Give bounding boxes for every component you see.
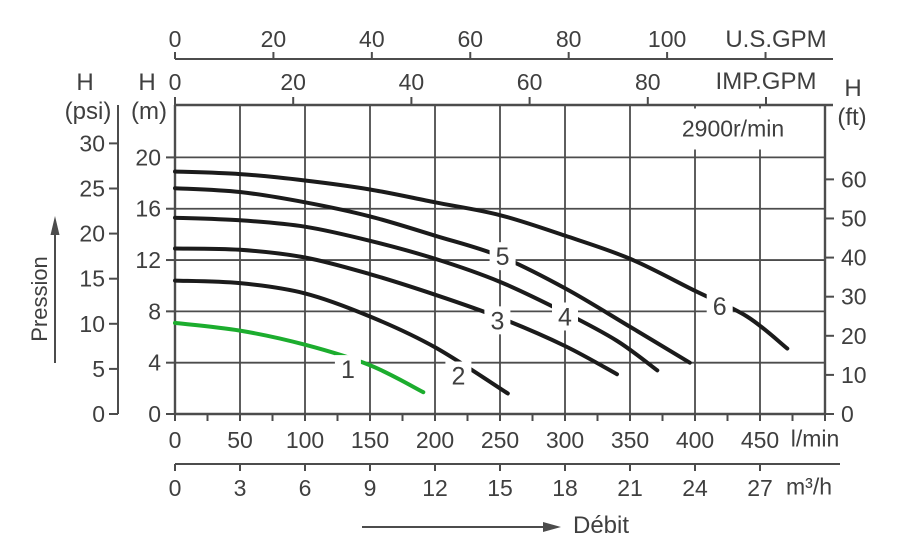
curve-5-label: 5 bbox=[496, 243, 510, 271]
curve-5-label-halo bbox=[489, 242, 516, 271]
m3h-tick-label: 0 bbox=[169, 475, 182, 501]
speed-annotation: 2900r/min bbox=[658, 108, 808, 150]
lmin-tick-label: 200 bbox=[416, 427, 454, 453]
m3h-tick-label: 12 bbox=[422, 475, 448, 501]
lmin-tick-label: 50 bbox=[227, 427, 253, 453]
lmin-tick-label: 400 bbox=[676, 427, 714, 453]
psi-tick-label: 0 bbox=[92, 401, 105, 427]
m3h-tick-label: 18 bbox=[552, 475, 578, 501]
curve-3-path bbox=[173, 246, 619, 377]
psi-tick-label: 25 bbox=[79, 175, 105, 201]
ft-tick-label: 40 bbox=[841, 245, 867, 271]
lmin-tick-label: 150 bbox=[351, 427, 389, 453]
curve-1-label-halo bbox=[334, 355, 361, 384]
curve-3-label: 3 bbox=[490, 307, 504, 335]
ft-tick-label: 60 bbox=[841, 166, 867, 192]
psi-tick-label: 15 bbox=[79, 266, 105, 292]
us-gpm-tick-label: 60 bbox=[457, 26, 483, 52]
x-axis-title-debit: Débit bbox=[572, 512, 630, 539]
curve-2-path bbox=[173, 278, 510, 396]
ft-tick-label: 50 bbox=[841, 205, 867, 231]
curve-6-path bbox=[173, 169, 790, 351]
us-gpm-tick-label: 20 bbox=[261, 26, 287, 52]
m3h-tick-label: 27 bbox=[747, 475, 773, 501]
lmin-unit-label: l/min bbox=[790, 425, 840, 452]
curve-2-label: 2 bbox=[451, 363, 465, 391]
us-gpm-tick-label: 80 bbox=[556, 26, 582, 52]
m3h-tick-label: 3 bbox=[234, 475, 247, 501]
us-gpm-tick-label: 100 bbox=[648, 26, 686, 52]
m-tick-label: 8 bbox=[148, 298, 161, 324]
psi-tick-label: 10 bbox=[79, 311, 105, 337]
psi-unit-label: (psi) bbox=[64, 98, 112, 125]
ft-unit-label: (ft) bbox=[837, 104, 867, 131]
curve-6-label: 6 bbox=[713, 293, 727, 321]
ft-tick-label: 30 bbox=[841, 284, 867, 310]
curve-3-label-halo bbox=[484, 306, 511, 335]
m3h-unit-label: m³/h bbox=[786, 473, 832, 500]
m3h-tick-label: 24 bbox=[682, 475, 708, 501]
curve-4-label-halo bbox=[552, 302, 578, 331]
ft-tick-label: 0 bbox=[841, 401, 854, 427]
m-tick-label: 20 bbox=[135, 144, 161, 170]
imp-gpm-tick-label: 40 bbox=[399, 69, 425, 95]
curve-1-path bbox=[173, 320, 426, 395]
lmin-tick-label: 300 bbox=[546, 427, 584, 453]
lmin-tick-label: 0 bbox=[169, 427, 182, 453]
imp-gpm-tick-label: 20 bbox=[280, 69, 306, 95]
ft-tick-label: 10 bbox=[841, 362, 867, 388]
curve-2-label-halo bbox=[445, 361, 472, 390]
lmin-tick-label: 450 bbox=[741, 427, 779, 453]
curve-5-path bbox=[173, 186, 692, 365]
m3h-tick-label: 6 bbox=[299, 475, 312, 501]
m-tick-label: 12 bbox=[135, 247, 161, 273]
us-gpm-tick-label: 40 bbox=[359, 26, 385, 52]
y-axis-title-pression: Pression bbox=[27, 256, 52, 342]
head-m-header: H bbox=[138, 69, 156, 96]
curve-6-label-halo bbox=[706, 292, 733, 321]
lmin-tick-label: 350 bbox=[611, 427, 649, 453]
psi-tick-label: 5 bbox=[92, 356, 105, 382]
us-gpm-tick-label: 0 bbox=[169, 26, 182, 52]
head-ft-header: H bbox=[844, 75, 862, 102]
lmin-tick-label: 250 bbox=[481, 427, 519, 453]
ft-tick-label: 20 bbox=[841, 323, 867, 349]
m3h-tick-label: 15 bbox=[487, 475, 513, 501]
psi-tick-label: 20 bbox=[79, 221, 105, 247]
imp-gpm-tick-label: 0 bbox=[169, 69, 182, 95]
head-psi-header: H bbox=[76, 69, 94, 96]
curve-4-label: 4 bbox=[558, 303, 572, 331]
imp-gpm-tick-label: 80 bbox=[635, 69, 661, 95]
m-tick-label: 16 bbox=[135, 196, 161, 222]
debit-arrow-head bbox=[543, 522, 561, 532]
m-unit-label: (m) bbox=[131, 98, 167, 125]
psi-tick-label: 30 bbox=[79, 130, 105, 156]
curve-1-label: 1 bbox=[341, 356, 355, 384]
pression-arrow-head bbox=[50, 216, 60, 235]
imp-gpm-tick-label: 60 bbox=[517, 69, 543, 95]
m3h-tick-label: 9 bbox=[364, 475, 377, 501]
imp-gpm-unit-label: IMP.GPM bbox=[715, 68, 817, 95]
curve-4-path bbox=[173, 215, 660, 373]
us-gpm-unit-label: U.S.GPM bbox=[725, 26, 827, 53]
lmin-tick-label: 100 bbox=[286, 427, 324, 453]
m-tick-label: 4 bbox=[148, 350, 161, 376]
m3h-tick-label: 21 bbox=[617, 475, 643, 501]
m-tick-label: 0 bbox=[148, 401, 161, 427]
